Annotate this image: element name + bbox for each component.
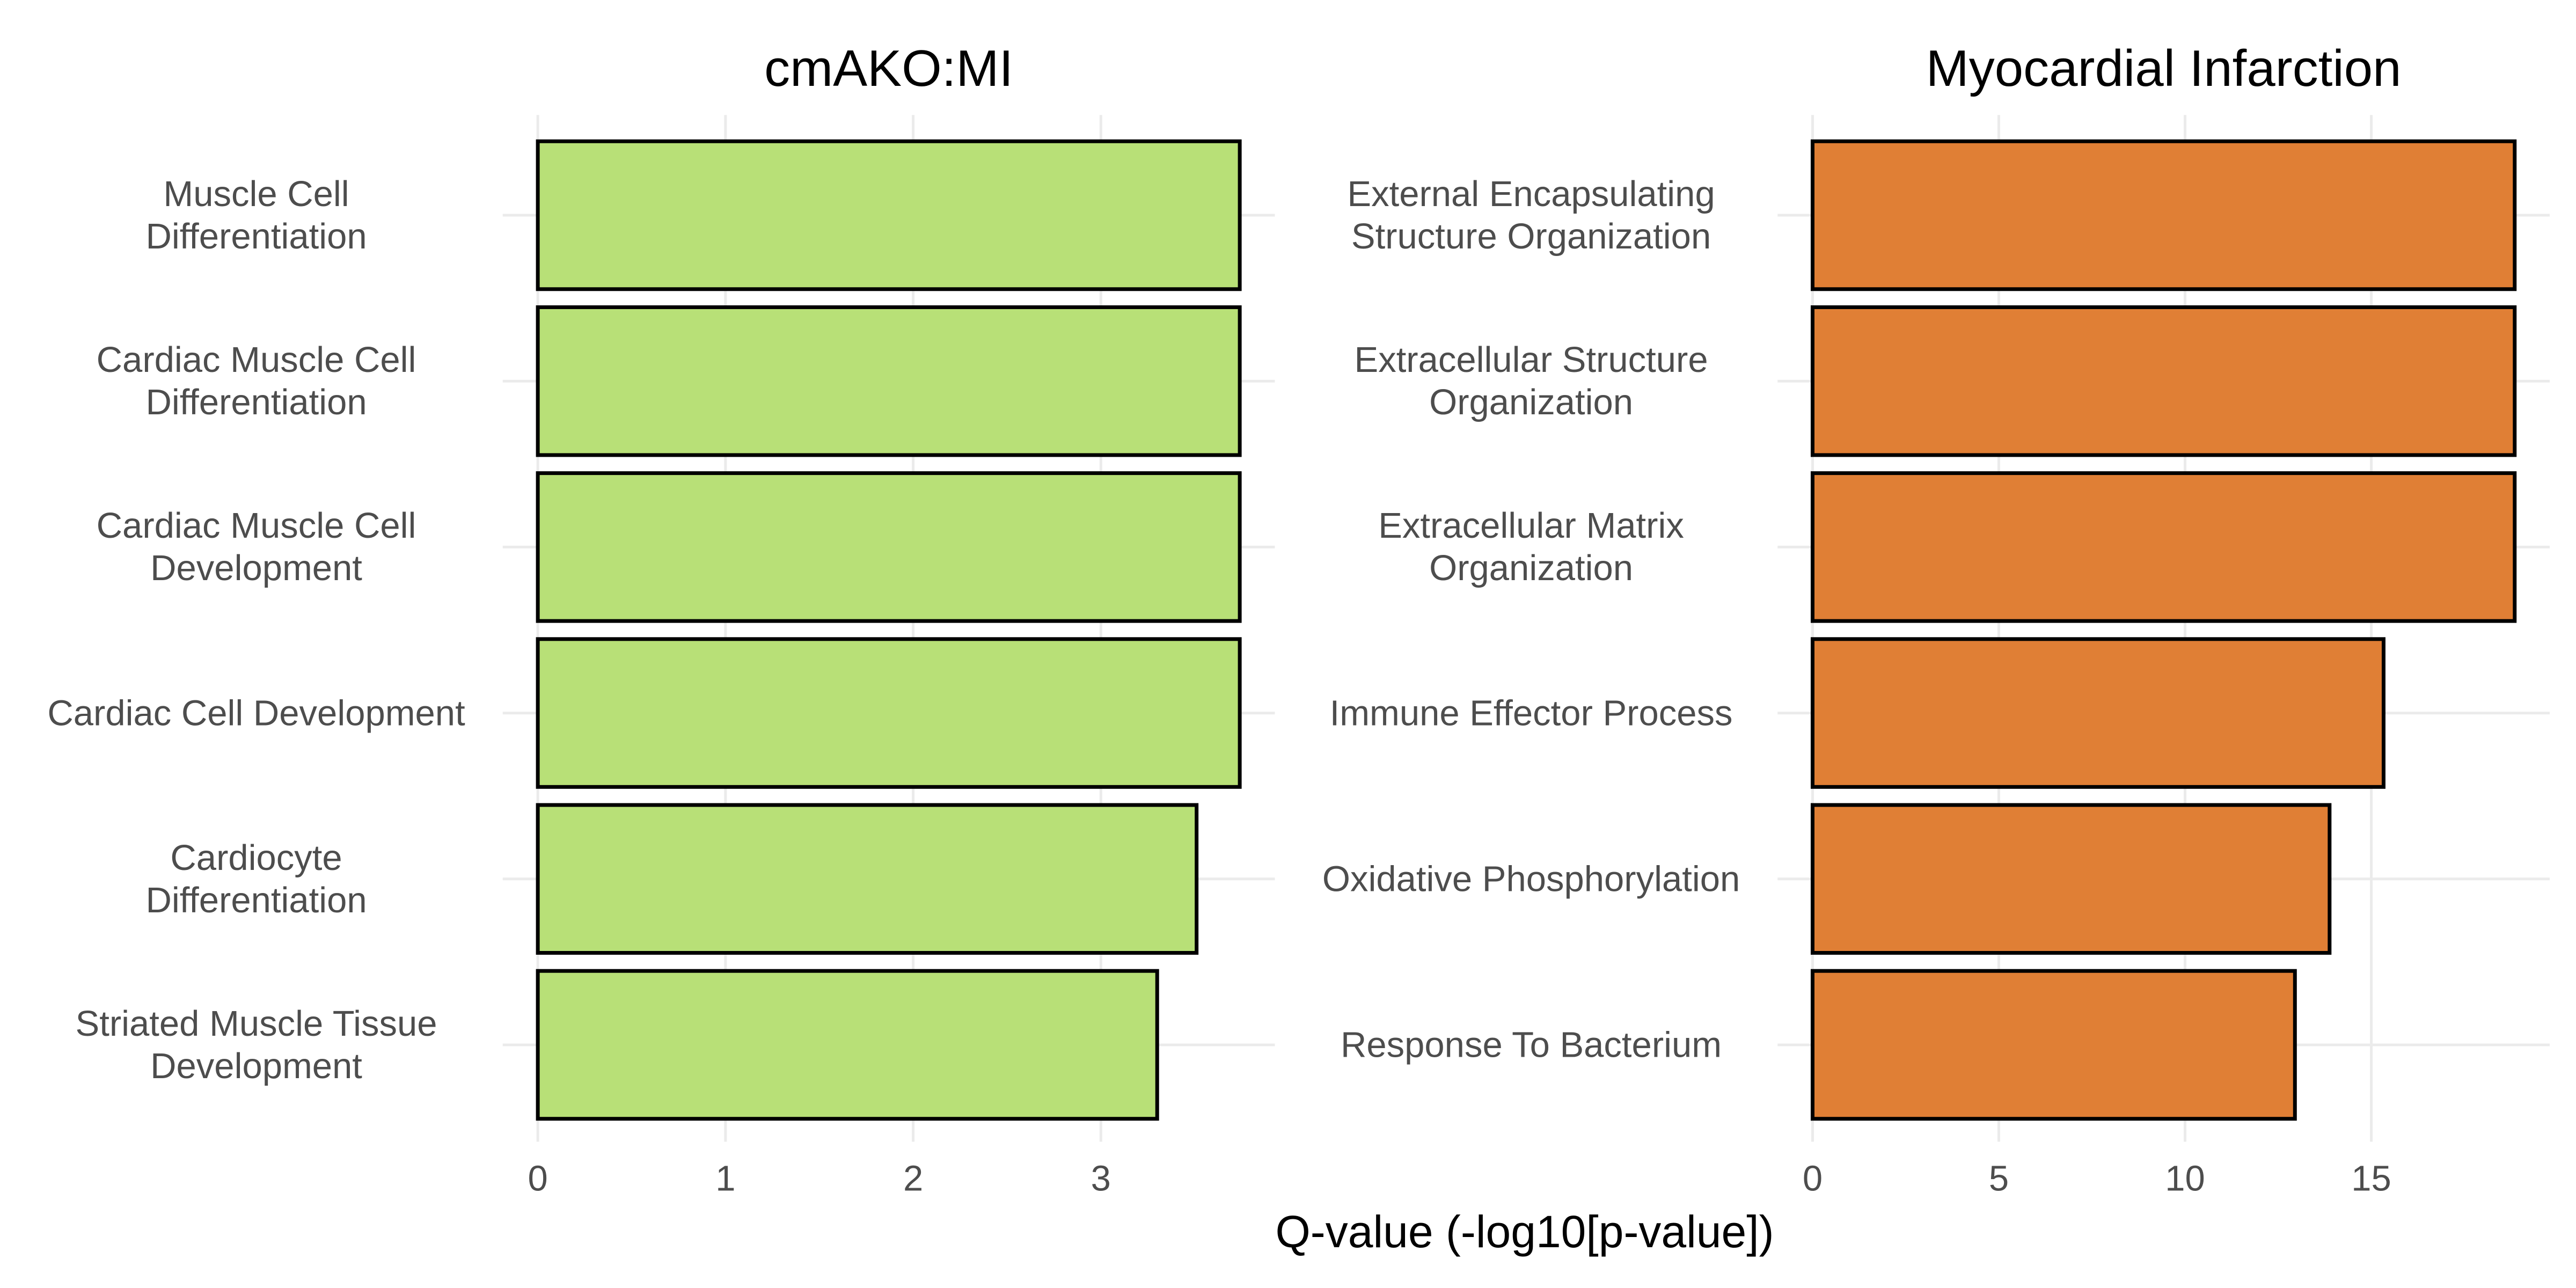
- x-tick-label: 2: [903, 1159, 923, 1199]
- bar: [536, 139, 1242, 291]
- bar: [536, 637, 1242, 789]
- category-label: Cardiac Cell Development: [47, 693, 465, 734]
- panel-title: Myocardial Infarction: [1926, 40, 2402, 97]
- x-tick-label: 0: [528, 1159, 548, 1199]
- bar: [536, 305, 1242, 457]
- category-label: Muscle Cell Differentiation: [145, 173, 367, 257]
- category-label: External Encapsulating Structure Organiz…: [1347, 173, 1715, 257]
- bar: [1810, 471, 2517, 623]
- category-label: Extracellular Matrix Organization: [1378, 506, 1684, 589]
- x-tick-label: 3: [1091, 1159, 1111, 1199]
- x-tick-label: 0: [1803, 1159, 1823, 1199]
- x-tick-label: 5: [1989, 1159, 2009, 1199]
- category-label: Oxidative Phosphorylation: [1322, 859, 1740, 899]
- bar: [1810, 637, 2385, 789]
- x-axis-label: Q-value (-log10[p-value]): [1275, 1206, 1774, 1257]
- category-label: Response To Bacterium: [1341, 1024, 1722, 1065]
- category-label: Striated Muscle Tissue Development: [75, 1003, 437, 1086]
- bar: [536, 471, 1242, 623]
- bar: [536, 803, 1199, 955]
- panel-title: cmAKO:MI: [764, 40, 1013, 97]
- bar: [536, 969, 1159, 1121]
- category-label: Cardiac Muscle Cell Development: [96, 506, 416, 589]
- category-label: Cardiocyte Differentiation: [145, 837, 367, 920]
- x-tick-label: 10: [2165, 1159, 2205, 1199]
- bar: [1810, 803, 2332, 955]
- x-tick-label: 1: [715, 1159, 735, 1199]
- category-label: Extracellular Structure Organization: [1354, 340, 1708, 423]
- x-tick-label: 15: [2351, 1159, 2391, 1199]
- bar: [1810, 305, 2517, 457]
- category-label: Immune Effector Process: [1329, 693, 1733, 734]
- bar: [1810, 139, 2517, 291]
- bar: [1810, 969, 2297, 1121]
- category-label: Cardiac Muscle Cell Differentiation: [96, 340, 416, 423]
